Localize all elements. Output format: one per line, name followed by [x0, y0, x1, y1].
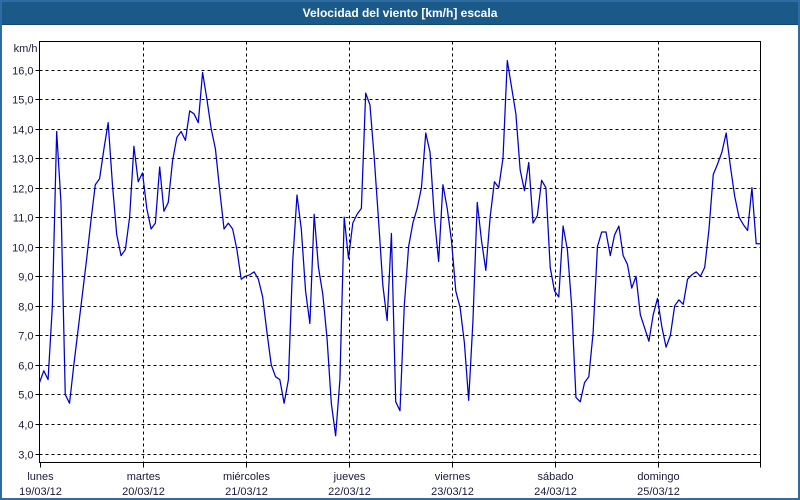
svg-text:6,0: 6,0: [18, 361, 33, 373]
svg-text:sábado: sábado: [537, 471, 573, 483]
svg-text:19/03/12: 19/03/12: [19, 486, 62, 498]
svg-text:miércoles: miércoles: [223, 471, 271, 483]
svg-text:22/03/12: 22/03/12: [328, 486, 371, 498]
svg-text:km/h: km/h: [14, 43, 38, 55]
svg-text:jueves: jueves: [333, 471, 366, 483]
wind-speed-chart: 16,0 15,0 14,0 13,0 12,0 11,0 10,0 9,0 8,0 7,0 6,0…: [12, 41, 762, 498]
title-bar: Velocidad del viento [km/h] escala: [2, 2, 798, 25]
svg-text:20/03/12: 20/03/12: [122, 486, 165, 498]
svg-text:martes: martes: [127, 471, 161, 483]
svg-text:4,0: 4,0: [18, 420, 33, 432]
svg-text:7,0: 7,0: [18, 331, 33, 343]
svg-text:12,0: 12,0: [12, 184, 33, 196]
svg-text:5,0: 5,0: [18, 390, 33, 402]
svg-text:16,0: 16,0: [12, 66, 33, 78]
svg-text:14,0: 14,0: [12, 125, 33, 137]
svg-text:9,0: 9,0: [18, 272, 33, 284]
svg-text:11,0: 11,0: [13, 213, 34, 225]
chart-title: Velocidad del viento [km/h] escala: [302, 6, 498, 20]
svg-text:10,0: 10,0: [12, 243, 33, 255]
svg-text:8,0: 8,0: [18, 302, 33, 314]
svg-text:13,0: 13,0: [12, 154, 33, 166]
chart-area: 16,0 15,0 14,0 13,0 12,0 11,0 10,0 9,0 8,0 7,0 6,0…: [2, 25, 798, 498]
svg-text:domingo: domingo: [637, 471, 679, 483]
svg-text:23/03/12: 23/03/12: [431, 486, 474, 498]
svg-text:viernes: viernes: [435, 471, 471, 483]
svg-text:24/03/12: 24/03/12: [534, 486, 577, 498]
svg-text:lunes: lunes: [27, 471, 54, 483]
svg-text:21/03/12: 21/03/12: [225, 486, 268, 498]
svg-text:15,0: 15,0: [12, 95, 33, 107]
svg-text:25/03/12: 25/03/12: [637, 486, 680, 498]
svg-text:3,0: 3,0: [18, 450, 33, 462]
